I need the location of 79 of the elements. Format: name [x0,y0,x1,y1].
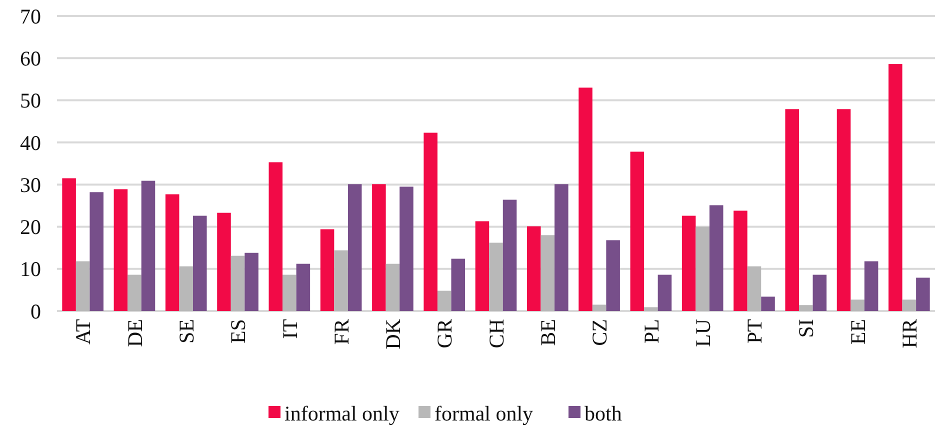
bar [747,266,762,311]
y-tick-label: 30 [20,172,41,197]
y-tick-label: 50 [20,88,41,113]
bar [630,152,644,311]
bar [451,258,466,311]
x-tick-label: DK [381,319,406,350]
x-tick-label: DE [122,319,147,347]
bar [709,205,724,311]
bar [76,261,90,311]
bar [62,178,76,311]
bar [658,274,672,311]
bar [902,300,916,311]
legend-label: both [584,401,622,426]
y-tick-label: 20 [20,215,41,240]
y-tick-label: 10 [20,257,41,282]
bar [141,180,156,311]
bar [812,274,827,311]
bar [165,194,180,311]
bar [554,184,568,311]
bar [372,184,386,311]
bar [696,226,710,311]
y-tick-label: 0 [30,299,41,324]
x-tick-label: SI [794,319,818,338]
y-tick-label: 60 [20,46,41,70]
bar [437,290,452,311]
bar [348,184,362,311]
bar [785,109,799,311]
bar [850,300,864,311]
y-tick-label: 40 [20,130,41,155]
bar [334,250,348,311]
bar [475,221,490,311]
x-tick-label: SE [174,319,198,344]
bar [193,216,207,311]
bar [244,252,258,311]
bar [734,210,748,311]
x-tick-label: LU [690,319,715,347]
bar [217,212,231,311]
bar [296,264,310,311]
bar [526,226,541,311]
bar [282,274,296,311]
bar [424,132,438,311]
bar [320,229,334,311]
bar [916,278,930,311]
bar [230,256,245,311]
bar [386,264,400,311]
x-tick-label: GR [432,319,457,348]
bar [592,304,606,311]
x-tick-label: ES [226,319,250,344]
x-tick-label: IT [278,318,302,339]
bar [400,186,414,311]
bar [268,162,283,311]
bar [114,189,128,311]
bar [540,235,555,311]
x-tick-label: BE [536,319,560,346]
bar [489,242,503,311]
bar [502,200,517,311]
x-tick-label: AT [71,318,96,345]
legend-label: formal only [434,401,534,426]
legend-label: informal only [284,401,400,426]
x-tick-label: FR [329,319,354,345]
x-tick-label: PL [639,319,664,344]
bar [864,261,878,311]
bar [606,240,620,311]
bar [90,192,104,311]
bar [836,109,851,311]
bar [761,296,775,311]
bar [888,64,902,311]
bar [682,216,696,311]
x-tick-label: EE [846,319,870,345]
bar [128,274,142,311]
bar [179,266,194,311]
bar [798,305,813,311]
x-tick-label: CH [484,319,508,348]
x-tick-label: HR [898,319,922,348]
bar [644,307,658,311]
bar [578,88,592,311]
x-tick-label: CZ [588,319,612,346]
x-tick-label: PT [742,318,767,344]
y-tick-label: 70 [20,4,41,28]
